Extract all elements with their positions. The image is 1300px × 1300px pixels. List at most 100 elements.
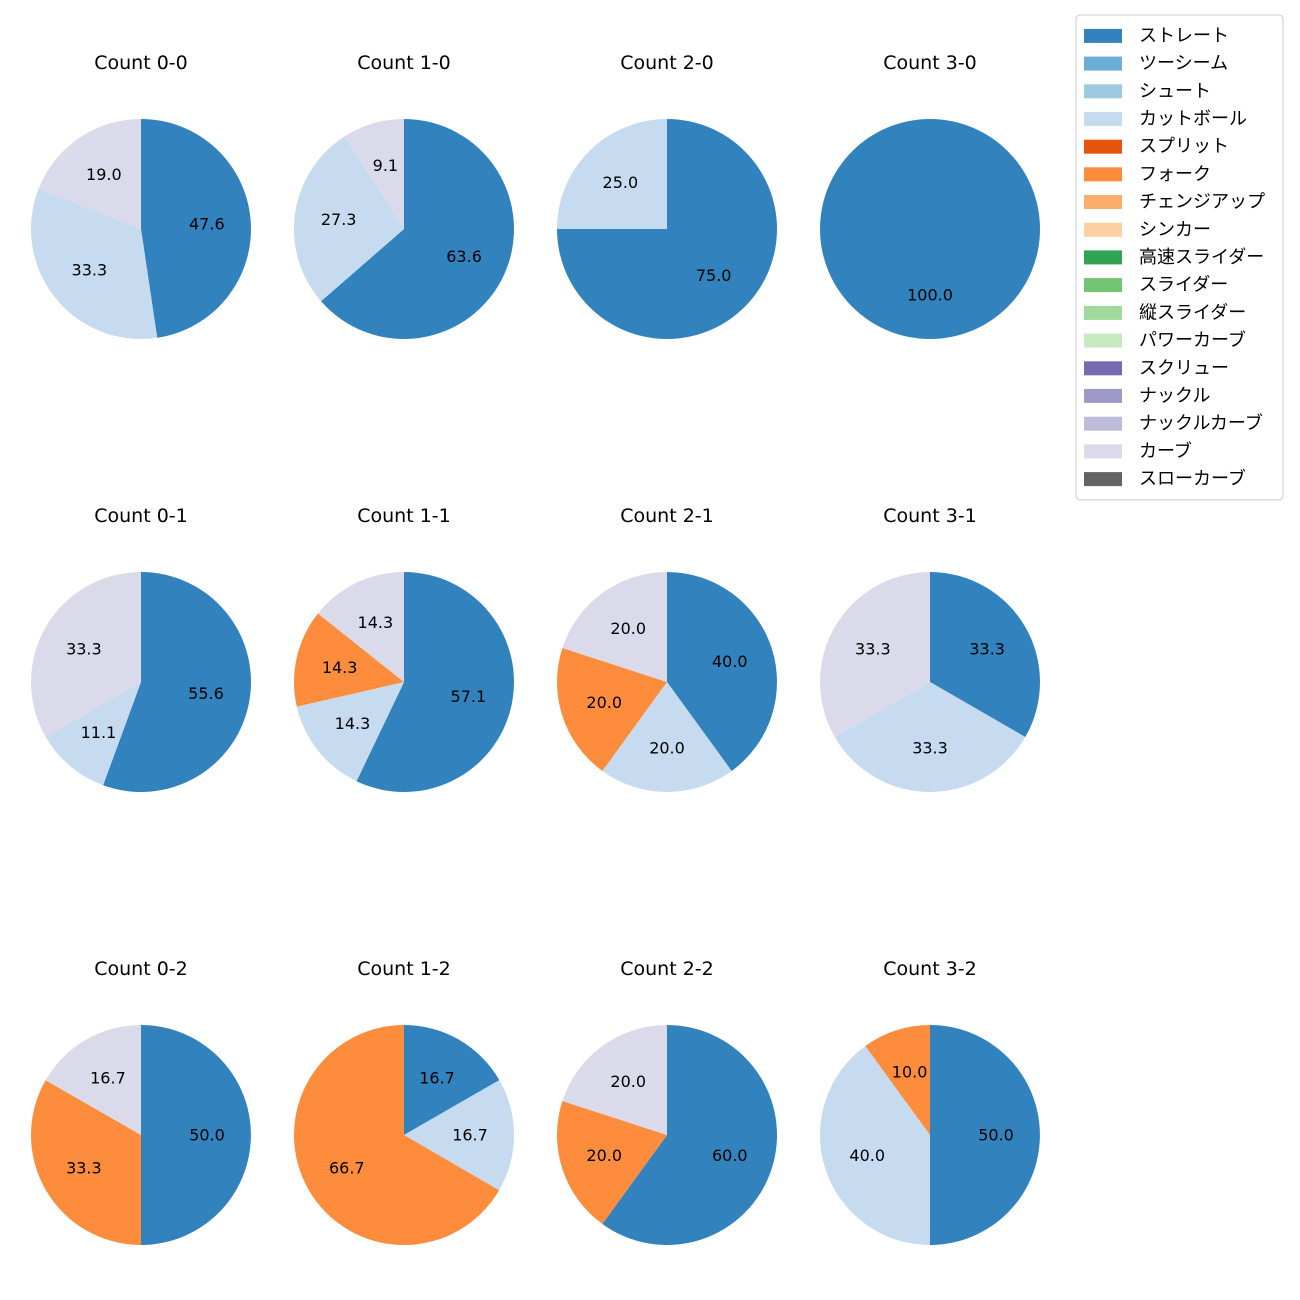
pie-slice [556,648,667,771]
slice-label: 33.3 [66,639,102,658]
slice-label: 25.0 [603,173,639,192]
legend-swatch [1084,361,1122,376]
pie-7: Count 3-1 33.3 33.3 33.3 [820,505,1040,792]
slice-label: 40.0 [712,652,748,671]
pie-slice [562,572,667,682]
legend-label: ストレート [1139,25,1229,46]
pie-slice [141,1025,251,1245]
slice-label: 27.3 [321,210,357,229]
pie-slice [865,1025,930,1135]
chart-title: Count 1-0 [357,52,451,74]
legend-label: シンカー [1139,219,1211,240]
chart-title: Count 3-1 [883,505,977,527]
legend-item: ツーシーム [1084,53,1228,74]
legend-swatch [1084,56,1122,71]
pie-slice [294,1025,500,1246]
slice-label: 33.3 [66,1159,102,1178]
pie-slice [404,1080,515,1191]
chart-title: Count 1-2 [357,958,451,980]
legend-item: フォーク [1084,164,1211,185]
legend-item: ナックルカーブ [1084,412,1263,434]
pie-slice [562,1025,667,1135]
slice-label: 14.3 [335,714,371,733]
legend-swatch [1084,416,1122,431]
pie-slice [667,572,778,771]
legend-swatch [1084,305,1122,320]
legend-swatch [1084,472,1122,487]
pie-slice [45,682,142,786]
pie-4: Count 0-1 55.6 11.1 33.3 [30,505,252,792]
pie-slice [45,1025,142,1135]
legend-label: スプリット [1139,136,1229,157]
pie-slice [38,119,141,229]
pie-slice [321,119,515,339]
legend-swatch [1084,250,1122,265]
slice-label: 33.3 [72,261,108,280]
slice-label: 9.1 [373,156,398,175]
chart-title: Count 0-2 [94,958,188,980]
legend-item: パワーカーブ [1084,329,1246,351]
pie-1: Count 1-0 63.6 27.3 9.1 [294,52,515,339]
pie-5: Count 1-1 57.1 14.3 14.3 14.3 [293,505,515,792]
legend-swatch [1084,278,1122,293]
slice-label: 14.3 [322,658,358,677]
legend-label: ナックル [1139,385,1210,406]
legend-swatch [1084,167,1122,182]
pie-slice [602,1025,777,1245]
chart-title: Count 2-1 [620,505,714,527]
slice-label: 16.7 [452,1126,488,1145]
pie-slice [344,119,404,229]
slice-label: 40.0 [849,1146,885,1165]
legend-item: チェンジアップ [1084,192,1265,213]
legend-swatch [1084,111,1122,126]
slice-label: 16.7 [90,1068,126,1087]
pie-slice [930,1025,1040,1245]
pie-slice [556,1101,667,1224]
slice-label: 55.6 [188,684,224,703]
pie-slice [820,119,1040,339]
legend-label: ツーシーム [1139,53,1228,74]
legend-item: 高速スライダー [1084,247,1264,268]
pie-slice [317,572,404,682]
pie-slice [930,572,1040,737]
slice-label: 63.6 [446,247,482,266]
legend: ストレートツーシームシュートカットボールスプリットフォークチェンジアップシンカー… [1075,14,1284,501]
slice-label: 57.1 [451,687,487,706]
slice-label: 33.3 [912,739,948,758]
pie-charts: Count 0-0 47.6 33.3 19.0 Count 1-0 63.6 27.3 9.… [30,52,1040,1246]
pie-slice [404,1025,500,1135]
legend-label: チェンジアップ [1139,192,1265,213]
slice-label: 33.3 [855,640,891,659]
slice-label: 16.7 [419,1068,455,1087]
legend-swatch [1084,28,1122,43]
slice-label: 20.0 [649,739,685,758]
legend-label: スローカーブ [1139,468,1246,490]
pie-slice [557,119,667,229]
slice-label: 20.0 [586,693,622,712]
chart-title: Count 1-1 [357,505,451,527]
legend-swatch [1084,139,1122,154]
legend-label: スクリュー [1139,358,1229,379]
legend-item: スライダー [1084,275,1228,296]
slice-label: 66.7 [329,1158,365,1177]
chart-title: Count 2-0 [620,52,714,74]
legend-item: カーブ [1084,440,1192,462]
legend-item: スローカーブ [1084,468,1246,490]
pie-slice [141,119,251,338]
legend-label: パワーカーブ [1139,329,1246,351]
legend-swatch [1084,195,1122,209]
slice-label: 20.0 [610,1072,646,1091]
pie-slice [834,682,1026,792]
legend-swatch [1084,222,1122,237]
pie-6: Count 2-1 40.0 20.0 20.0 20.0 [556,505,778,793]
pie-2: Count 2-0 75.0 25.0 [557,52,777,339]
chart-title: Count 0-1 [94,505,188,527]
slice-label: 11.1 [81,723,117,742]
pie-3: Count 3-0 100.0 [820,52,1040,339]
slice-label: 100.0 [907,286,953,305]
slice-label: 50.0 [978,1126,1014,1145]
pie-slice [31,188,158,339]
legend-item: ナックル [1084,385,1210,406]
legend-label: 高速スライダー [1139,247,1264,268]
pie-slice [356,571,515,792]
